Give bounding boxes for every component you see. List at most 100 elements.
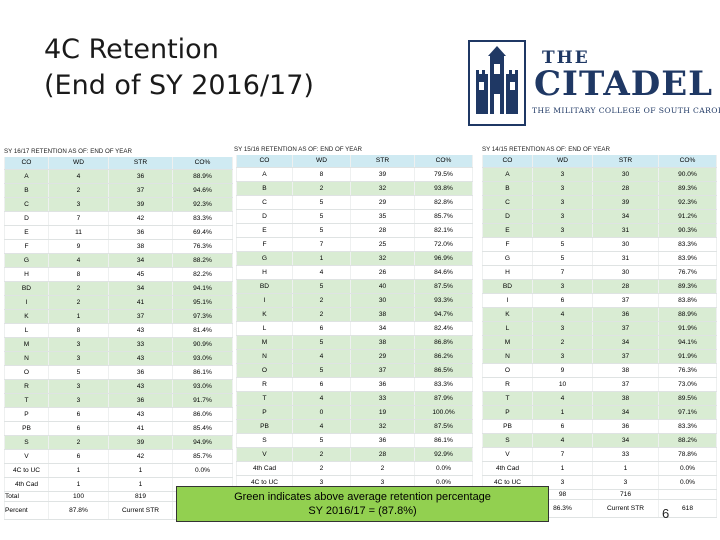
table-row: D 7 42 83.3% <box>4 211 233 226</box>
cell-withdrawals: 3 <box>48 197 109 212</box>
cell-strength: 34 <box>592 335 659 350</box>
cell-company-percent: 95.1% <box>172 295 233 310</box>
cell-company-percent: 93.0% <box>172 351 233 366</box>
cell-withdrawals: 5 <box>532 251 593 266</box>
cell-company: K <box>4 309 49 324</box>
cell-withdrawals: 4 <box>292 391 351 406</box>
cell-strength: 36 <box>108 393 173 408</box>
cell-strength: 29 <box>350 349 415 364</box>
cell-company: H <box>482 265 533 280</box>
cell-strength: 29 <box>350 195 415 210</box>
cell-company: C <box>482 195 533 210</box>
cell-withdrawals: 3 <box>532 321 593 336</box>
table-row: K 4 36 88.9% <box>482 307 717 322</box>
cell-company-percent: 83.3% <box>414 377 473 392</box>
logo-emblem <box>468 40 526 126</box>
cell-company-percent: 90.9% <box>172 337 233 352</box>
cell-strength: 38 <box>592 363 659 378</box>
cell-strength: 30 <box>592 167 659 182</box>
table-row: E 5 28 82.1% <box>236 223 473 238</box>
cell-strength: 30 <box>350 293 415 308</box>
table-row: R 3 43 93.0% <box>4 379 233 394</box>
cell-withdrawals: 3 <box>532 475 593 490</box>
table-row: C 5 29 82.8% <box>236 195 473 210</box>
table-row: E 3 31 90.3% <box>482 223 717 238</box>
cell-company: D <box>4 211 49 226</box>
cell-withdrawals: 4 <box>532 391 593 406</box>
cell-company: 4th Cad <box>482 461 533 476</box>
cell-withdrawals: 7 <box>532 447 593 462</box>
cell-strength: 33 <box>350 391 415 406</box>
table-1-title: SY 16/17 RETENTION AS OF: END OF YEAR <box>4 148 133 155</box>
cell-company: D <box>236 209 293 224</box>
header-company: CO <box>482 155 533 168</box>
cell-strength: 1 <box>108 463 173 478</box>
cell-strength: 32 <box>350 251 415 266</box>
cell-company-percent: 69.4% <box>172 225 233 240</box>
table-row: R 10 37 73.0% <box>482 377 717 392</box>
table-row: V 7 33 78.8% <box>482 447 717 462</box>
cell-strength: 41 <box>108 295 173 310</box>
cell-company: G <box>236 251 293 266</box>
cell-strength: 1 <box>108 477 173 492</box>
table-row: I 6 37 83.8% <box>482 293 717 308</box>
cell-withdrawals: 1 <box>48 309 109 324</box>
cell-strength: Current STR <box>592 499 659 518</box>
table-row: BD 2 34 94.1% <box>4 281 233 296</box>
cell-company-percent: 83.9% <box>658 251 717 266</box>
table-row: 4C to UC 3 3 0.0% <box>482 475 717 490</box>
table-row: F 5 30 83.3% <box>482 237 717 252</box>
cell-company-percent: 90.0% <box>658 167 717 182</box>
cell-withdrawals: 6 <box>292 377 351 392</box>
table-row: L 6 34 82.4% <box>236 321 473 336</box>
cell-strength: 33 <box>592 447 659 462</box>
cell-company-percent: 86.0% <box>172 407 233 422</box>
cell-withdrawals: 6 <box>48 449 109 464</box>
cell-company-percent: 91.2% <box>658 209 717 224</box>
cell-strength: 37 <box>592 377 659 392</box>
header-company: CO <box>4 157 49 170</box>
cell-company-percent: 0.0% <box>658 475 717 490</box>
cell-company: K <box>236 307 293 322</box>
cell-strength: 28 <box>350 447 415 462</box>
cell-withdrawals: 3 <box>532 349 593 364</box>
cell-company: N <box>4 351 49 366</box>
cell-withdrawals: 2 <box>292 181 351 196</box>
cell-company-percent: 85.4% <box>172 421 233 436</box>
cell-company-percent: 87.5% <box>414 419 473 434</box>
header-withdrawals: WD <box>532 155 593 168</box>
cell-company: Total <box>4 491 49 502</box>
table-row: I 2 30 93.3% <box>236 293 473 308</box>
table-row: O 9 38 76.3% <box>482 363 717 378</box>
cell-company: F <box>236 237 293 252</box>
table-row: E 11 36 69.4% <box>4 225 233 240</box>
cell-strength: 42 <box>108 211 173 226</box>
table-row: 4C to UC 1 1 0.0% <box>4 463 233 478</box>
cell-company: B <box>482 181 533 196</box>
cell-company: V <box>236 447 293 462</box>
cell-company-percent: 84.6% <box>414 265 473 280</box>
cell-withdrawals: 5 <box>292 209 351 224</box>
table-row: L 3 37 91.9% <box>482 321 717 336</box>
table-row: R 6 36 83.3% <box>236 377 473 392</box>
cell-withdrawals: 5 <box>532 237 593 252</box>
cell-strength: 3 <box>592 475 659 490</box>
cell-company-percent: 82.4% <box>414 321 473 336</box>
cell-company-percent <box>658 489 717 500</box>
header-company-percent: CO% <box>658 155 717 168</box>
cell-withdrawals: 9 <box>48 239 109 254</box>
building-icon <box>476 46 518 114</box>
cell-withdrawals: 3 <box>532 167 593 182</box>
cell-withdrawals: 6 <box>532 419 593 434</box>
cell-strength: 2 <box>350 461 415 476</box>
cell-company-percent: 0.0% <box>172 463 233 478</box>
cell-company-percent: 88.9% <box>172 169 233 184</box>
cell-company: BD <box>4 281 49 296</box>
cell-company: PB <box>236 419 293 434</box>
table-row: C 3 39 92.3% <box>4 197 233 212</box>
cell-company: C <box>4 197 49 212</box>
cell-strength: 28 <box>592 279 659 294</box>
cell-strength: 34 <box>592 433 659 448</box>
cell-company: R <box>4 379 49 394</box>
cell-strength: 42 <box>108 449 173 464</box>
